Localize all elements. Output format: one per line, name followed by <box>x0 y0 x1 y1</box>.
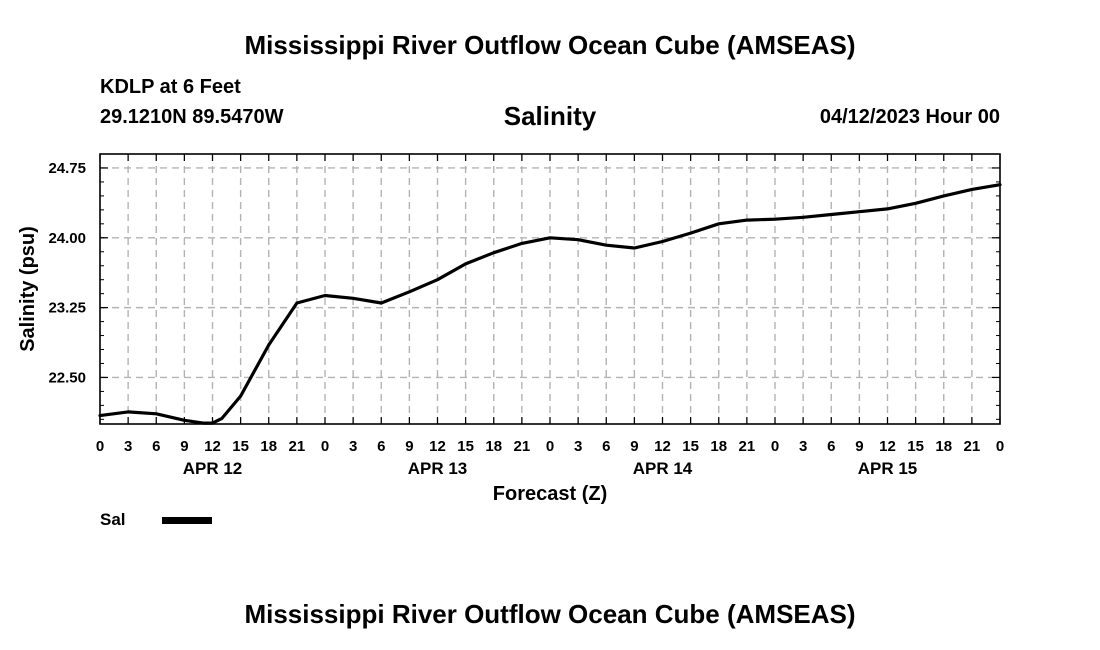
plot-frame <box>99 153 1001 425</box>
forecast-datetime: 04/12/2023 Hour 00 <box>819 106 1000 128</box>
day-label: APR 14 <box>633 459 693 478</box>
x-tick-label: 15 <box>907 438 924 455</box>
x-tick-label: 18 <box>935 438 952 455</box>
y-tick-label: 24.00 <box>48 230 86 247</box>
x-tick-label: 12 <box>654 438 671 455</box>
station-label: KDLP at 6 Feet <box>100 76 241 98</box>
x-tick-label: 3 <box>349 438 357 455</box>
x-tick-label: 6 <box>602 438 610 455</box>
x-tick-label: 21 <box>964 438 981 455</box>
x-tick-label: 9 <box>855 438 863 455</box>
salinity-line <box>98 183 1002 425</box>
x-tick-label: 6 <box>827 438 835 455</box>
day-label: APR 13 <box>408 459 468 478</box>
x-tick-label: 12 <box>879 438 896 455</box>
y-tick-label: 24.75 <box>48 160 86 177</box>
x-tick-label: 18 <box>260 438 277 455</box>
day-label: APR 12 <box>183 459 243 478</box>
day-label: APR 15 <box>858 459 918 478</box>
x-tick-label: 0 <box>771 438 779 455</box>
x-tick-label: 0 <box>321 438 329 455</box>
x-tick-label: 6 <box>152 438 160 455</box>
x-tick-label: 9 <box>630 438 638 455</box>
x-tick-label: 0 <box>996 438 1004 455</box>
x-tick-label: 18 <box>485 438 502 455</box>
chart-main-title: Mississippi River Outflow Ocean Cube (AM… <box>244 30 856 60</box>
footer-title: Mississippi River Outflow Ocean Cube (AM… <box>244 599 856 629</box>
x-axis-label: Forecast (Z) <box>493 483 607 505</box>
x-tick-label: 3 <box>124 438 132 455</box>
y-axis-label: Salinity (psu) <box>17 226 39 352</box>
x-tick-label: 0 <box>546 438 554 455</box>
x-tick-label: 15 <box>682 438 699 455</box>
x-tick-label: 6 <box>377 438 385 455</box>
x-tick-label: 3 <box>799 438 807 455</box>
x-tick-label: 3 <box>574 438 582 455</box>
station-coordinates: 29.1210N 89.5470W <box>100 106 284 128</box>
x-tick-label: 15 <box>232 438 249 455</box>
x-tick-label: 9 <box>405 438 413 455</box>
y-tick-label: 22.50 <box>48 369 86 386</box>
x-tick-label: 21 <box>514 438 531 455</box>
legend-label: Sal <box>100 510 126 529</box>
x-tick-label: 21 <box>289 438 306 455</box>
x-tick-label: 0 <box>96 438 104 455</box>
x-tick-label: 12 <box>204 438 221 455</box>
x-tick-label: 15 <box>457 438 474 455</box>
legend-swatch <box>162 517 212 524</box>
x-tick-label: 9 <box>180 438 188 455</box>
x-tick-label: 18 <box>710 438 727 455</box>
x-tick-label: 12 <box>429 438 446 455</box>
parameter-title: Salinity <box>503 101 597 131</box>
y-tick-label: 23.25 <box>48 300 86 317</box>
x-tick-label: 21 <box>739 438 756 455</box>
